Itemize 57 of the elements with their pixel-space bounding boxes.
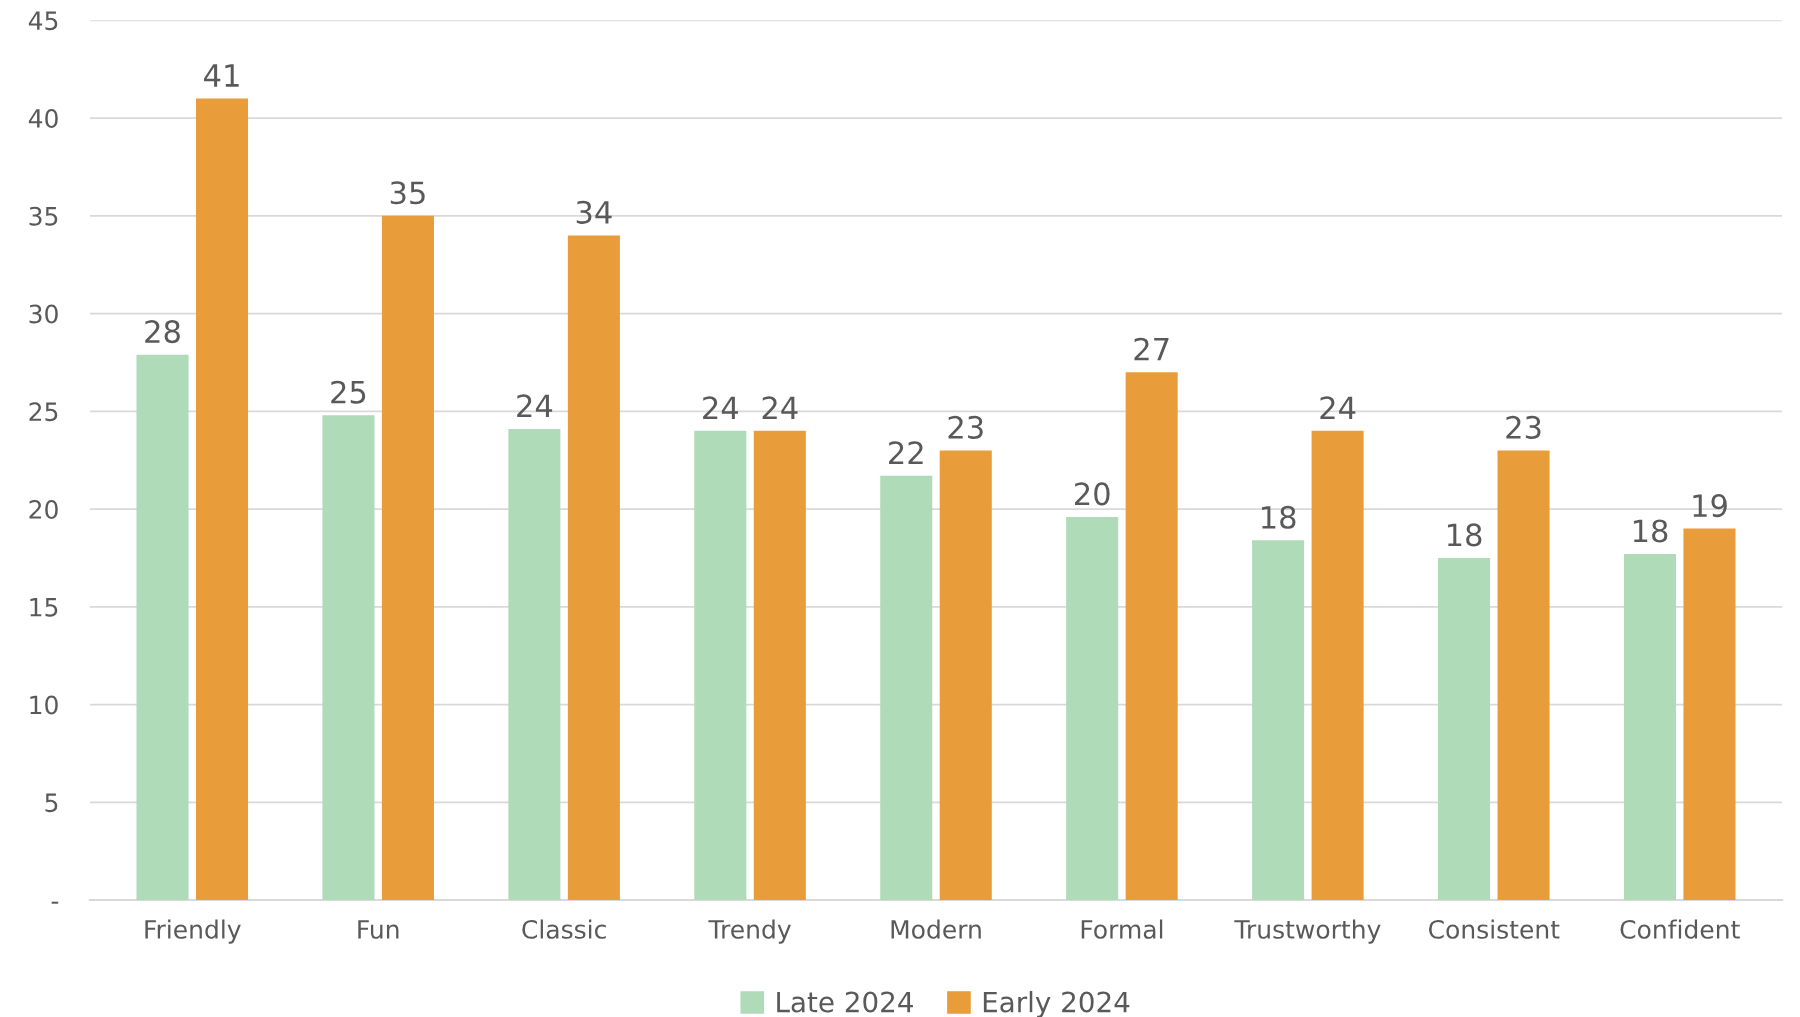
legend-label: Early 2024 (983, 991, 1130, 1017)
x-tick-label: Friendly (145, 919, 241, 944)
data-label: 18 (1447, 523, 1482, 547)
bar (1311, 430, 1364, 901)
data-label: 24 (762, 396, 798, 419)
bar (694, 430, 747, 901)
y-tick-label: 10 (30, 695, 58, 715)
x-tick-label: Fun (358, 920, 399, 939)
bar (1252, 540, 1305, 901)
data-label: 19 (1693, 494, 1727, 518)
legend-label: Late 2024 (777, 991, 913, 1013)
data-label: 23 (948, 415, 983, 439)
data-label: 25 (331, 380, 366, 404)
data-label: 20 (1074, 482, 1110, 506)
y-tick-label: 15 (30, 598, 58, 617)
x-tick-label: Classic (522, 919, 606, 939)
bar (567, 235, 620, 901)
bar (1125, 372, 1178, 901)
bar (1438, 557, 1491, 901)
bar (939, 450, 992, 901)
y-tick-label: 5 (45, 793, 58, 813)
bar (508, 428, 561, 901)
bar (1683, 528, 1736, 901)
x-tick-label: Modern (891, 919, 981, 939)
bar (195, 98, 249, 901)
y-tick-label: 35 (29, 206, 58, 226)
data-label: 24 (703, 396, 739, 419)
x-tick-label: Trustworthy (1234, 919, 1381, 944)
data-label: 27 (1134, 337, 1169, 361)
data-label: 24 (1320, 396, 1356, 419)
data-label: 28 (145, 320, 180, 344)
bar (880, 475, 933, 901)
bar (1623, 554, 1677, 901)
bar (381, 215, 434, 901)
y-tick-label: 25 (29, 402, 58, 422)
data-label: 35 (390, 181, 425, 205)
data-label: 24 (517, 394, 553, 417)
data-label: 23 (1506, 415, 1541, 439)
data-label: 18 (1633, 519, 1668, 543)
x-tick-label: Confident (1620, 919, 1740, 939)
y-tick-label: 20 (29, 500, 58, 519)
bar (136, 354, 189, 901)
x-tick-label: Consistent (1429, 919, 1560, 939)
data-label: 18 (1262, 505, 1296, 529)
data-label: 22 (889, 441, 923, 464)
bar (322, 415, 375, 901)
x-tick-label: Trendy (708, 919, 791, 944)
data-label: 34 (576, 200, 612, 224)
bar (1066, 516, 1119, 901)
y-tick-label: 30 (29, 304, 58, 324)
bar (753, 430, 806, 901)
y-tick-label: 40 (28, 109, 58, 128)
y-tick-label: - (51, 901, 59, 904)
x-tick-label: Formal (1081, 919, 1163, 939)
y-tick-label: 45 (28, 11, 58, 31)
data-label: 41 (204, 64, 239, 87)
bar (1497, 450, 1550, 901)
